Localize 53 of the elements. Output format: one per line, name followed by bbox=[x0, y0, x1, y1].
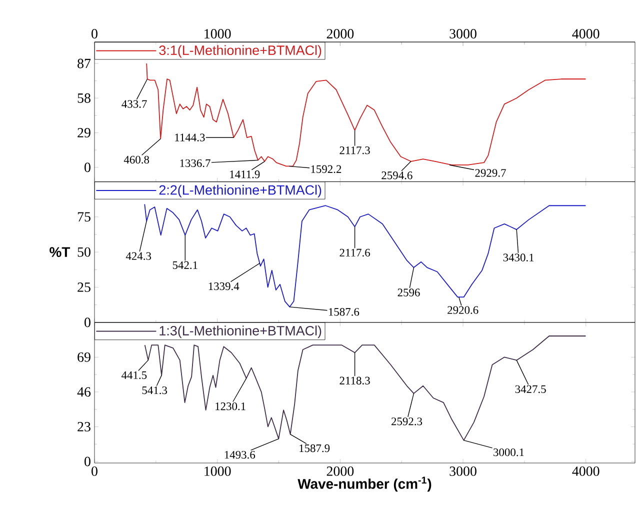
annotation: 1493.6 bbox=[224, 450, 256, 459]
annotation: 2117.6 bbox=[340, 248, 370, 257]
annotation: 2592.3 bbox=[392, 418, 422, 426]
legend-label: 2:2(L-Methionine+BTMACl) bbox=[159, 184, 322, 198]
annotation: 424.3 bbox=[126, 252, 152, 260]
x2-tick-label: 3000 bbox=[450, 29, 476, 38]
y-tick-label: 0 bbox=[84, 318, 90, 328]
x2-tick-label: 2000 bbox=[326, 29, 354, 38]
y-tick-label: 23 bbox=[78, 422, 90, 432]
y-axis-title: %T bbox=[50, 247, 70, 257]
annotation: 3000.1 bbox=[494, 448, 524, 456]
annotation: 1587.6 bbox=[328, 308, 360, 316]
annotation: 2117.3 bbox=[340, 146, 370, 154]
annotation: 2118.3 bbox=[340, 376, 370, 385]
annotation: 433.7 bbox=[122, 100, 147, 108]
y-tick-label: 87 bbox=[78, 58, 91, 68]
y-tick-label: 58 bbox=[78, 93, 90, 103]
x-tick-label: 3000 bbox=[450, 466, 476, 476]
annotation: 1592.2 bbox=[311, 165, 342, 174]
x2-tick-label: 4000 bbox=[572, 29, 600, 38]
annotation: 460.8 bbox=[124, 156, 150, 164]
legend-label: 1:3(L-Methionine+BTMACl) bbox=[160, 326, 322, 338]
y-tick-label: 50 bbox=[78, 247, 90, 257]
x-tick-label: 4000 bbox=[572, 466, 600, 476]
y-tick-label: 75 bbox=[78, 212, 90, 222]
x-tick-label: 0 bbox=[92, 466, 98, 476]
x-axis-title: Wave-number (cm$^{-1}$) bbox=[298, 476, 432, 492]
y-tick-label: 46 bbox=[77, 387, 91, 397]
annotation: 3430.1 bbox=[503, 254, 534, 262]
annotation: 542.1 bbox=[172, 261, 198, 270]
annotation: 2929.7 bbox=[475, 169, 506, 177]
annotation: 2920.6 bbox=[448, 306, 478, 314]
y-tick-label: 69 bbox=[78, 352, 90, 362]
x2-tick-label: 0 bbox=[92, 29, 98, 38]
y-tick-label: 29 bbox=[78, 128, 90, 138]
y-tick-label: 25 bbox=[78, 282, 90, 292]
x2-tick-label: 1000 bbox=[204, 29, 231, 38]
y-tick-label: 0 bbox=[84, 456, 90, 466]
annotation: 3427.5 bbox=[515, 385, 546, 394]
annotation: 2596 bbox=[398, 288, 420, 296]
x-tick-label: 1000 bbox=[204, 466, 231, 476]
x-tick-label: 2000 bbox=[326, 466, 354, 476]
annotation: 441.5 bbox=[122, 371, 147, 380]
legend-label: 3:1(L-Methionine+BTMACl) bbox=[159, 45, 322, 58]
annotation: 1587.9 bbox=[300, 444, 330, 452]
annotation: 2594.6 bbox=[382, 172, 412, 180]
annotation: 1336.7 bbox=[180, 159, 210, 168]
annotation: 1339.4 bbox=[208, 282, 240, 290]
annotation: 1144.3 bbox=[175, 134, 205, 142]
annotation: 1411.9 bbox=[230, 170, 260, 178]
annotation: 541.3 bbox=[142, 386, 168, 394]
y-tick-label: 0 bbox=[84, 162, 90, 172]
annotation: 1230.1 bbox=[216, 402, 246, 410]
